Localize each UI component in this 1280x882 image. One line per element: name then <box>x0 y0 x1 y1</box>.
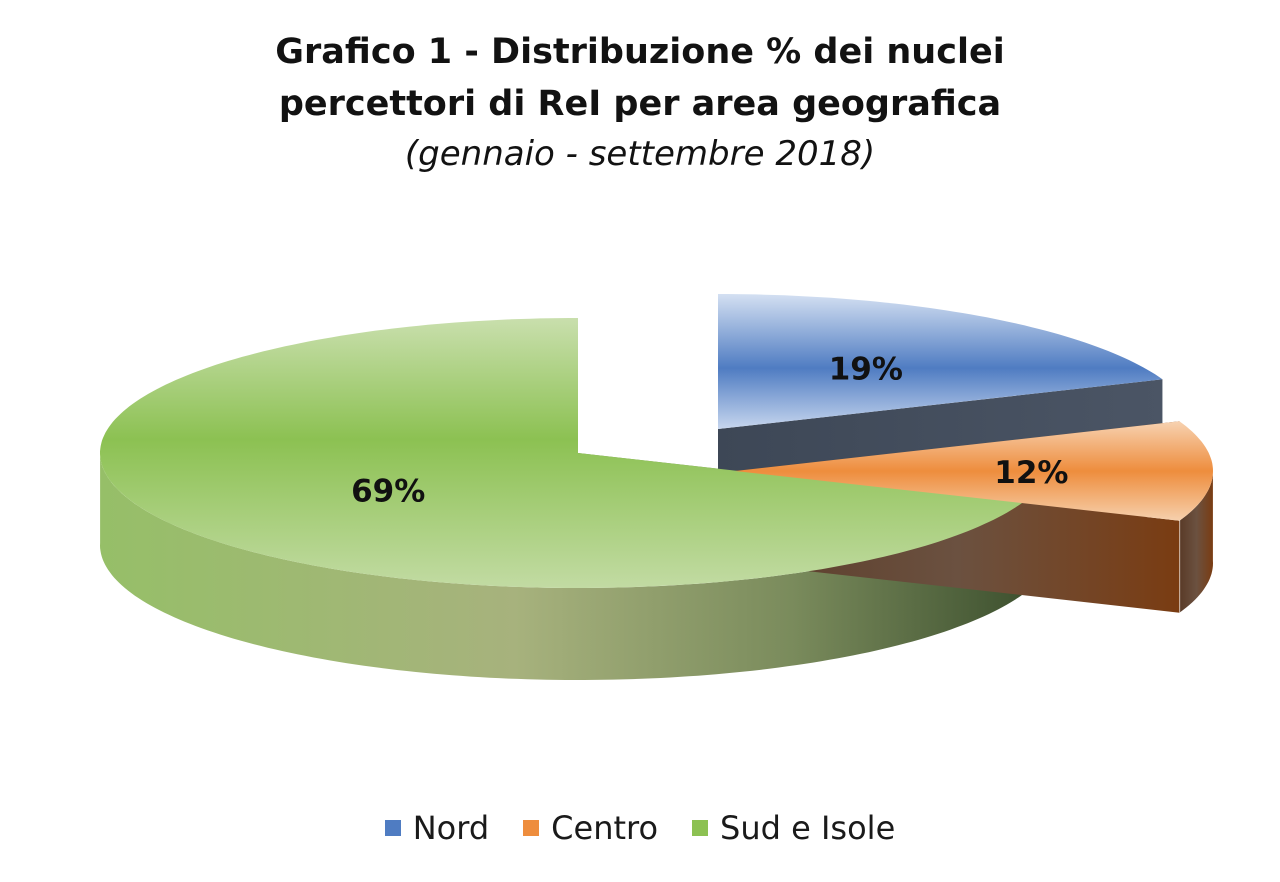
legend-item-centro: Centro <box>523 809 658 847</box>
pie-side-sud-e-isole-0 <box>100 450 1023 680</box>
chart-legend: Nord Centro Sud e Isole <box>0 804 1280 852</box>
legend-swatch-nord <box>384 820 401 836</box>
legend-label-nord: Nord <box>412 809 490 847</box>
chart-subtitle: (gennaio - settembre 2018) <box>404 134 876 174</box>
chart-title-block: Grafico 1 - Distribuzione % dei nuclei p… <box>0 26 1280 178</box>
legend-label-sud-e-isole: Sud e Isole <box>720 809 896 847</box>
pie-chart: 69% 19% 12% <box>100 294 1213 680</box>
legend-item-sud-e-isole: Sud e Isole <box>692 809 895 847</box>
pie-top-faces <box>100 294 1213 588</box>
pie-side-centro-0 <box>1180 468 1213 613</box>
pie-data-labels: 69% 19% 12% <box>351 352 1068 510</box>
legend-item-nord: Nord <box>384 809 490 847</box>
data-label-nord: 19% <box>829 352 903 388</box>
pie-slice-centro <box>735 421 1213 521</box>
chart-title-line-2: percettori di ReI per area geografica <box>278 84 1002 124</box>
legend-label-centro: Centro <box>551 809 659 847</box>
legend-swatch-sud-e-isole <box>692 820 709 836</box>
data-label-sud-e-isole: 69% <box>351 473 425 509</box>
chart-title-line-1: Grafico 1 - Distribuzione % dei nuclei <box>275 32 1005 72</box>
legend-swatch-centro <box>523 820 540 836</box>
pie-slice-nord <box>718 294 1163 429</box>
data-label-centro: 12% <box>994 455 1068 491</box>
pie-slice-sud-e-isole <box>100 318 1023 588</box>
